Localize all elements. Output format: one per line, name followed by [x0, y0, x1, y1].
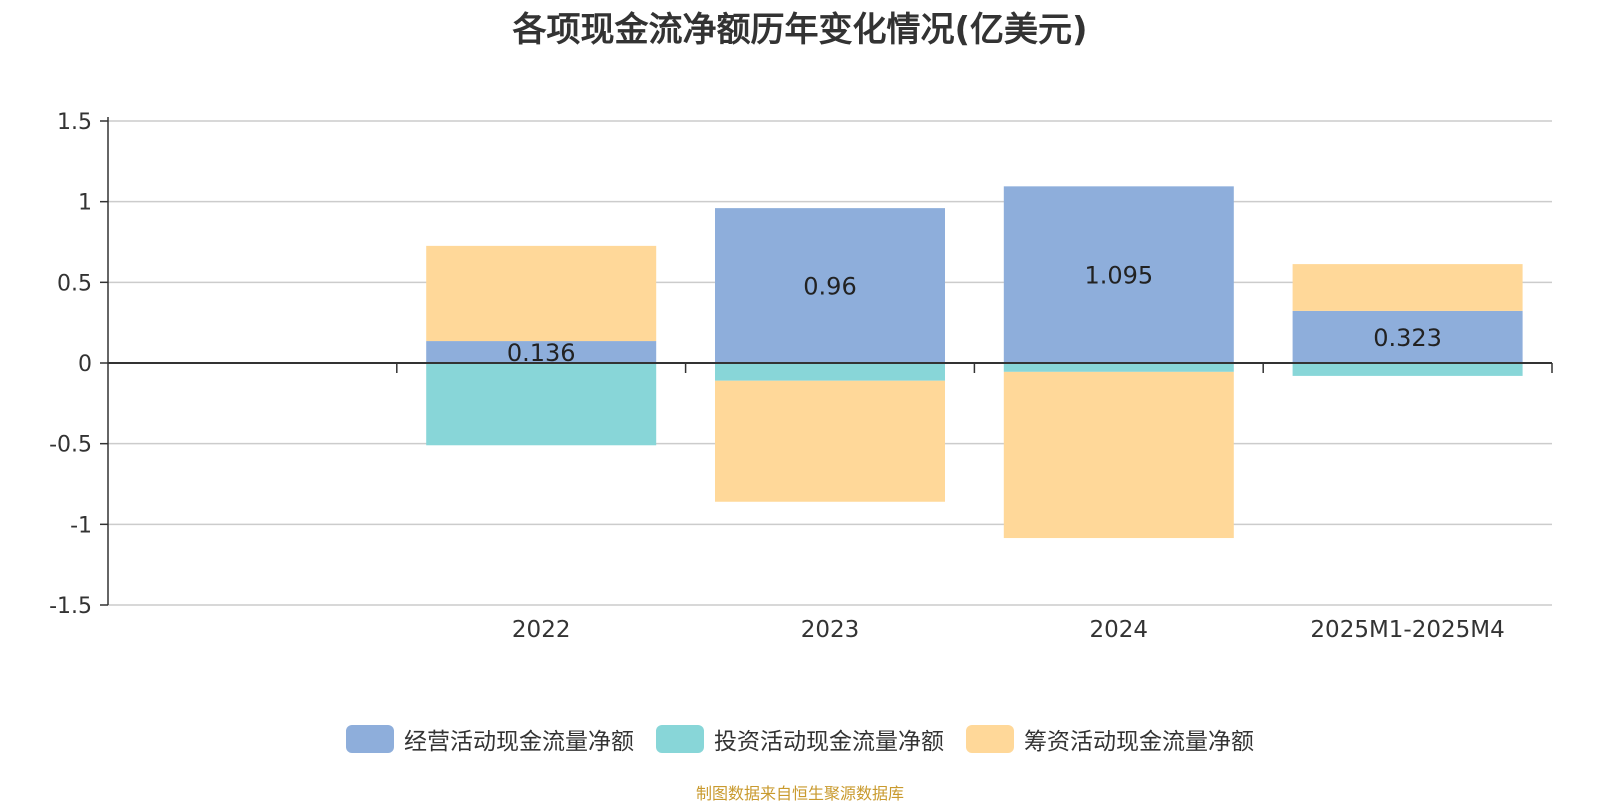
- y-tick-label: 0.5: [57, 271, 92, 296]
- y-tick-label: -1.5: [49, 594, 92, 619]
- y-tick-label: 1: [78, 191, 92, 216]
- x-tick-label: 2023: [801, 617, 860, 643]
- legend-label-financing: 筹资活动现金流量净额: [1024, 729, 1254, 755]
- bar-经营活动现金流量净额-2022: [426, 341, 657, 363]
- bar-经营活动现金流量净额-2023: [715, 208, 945, 363]
- bar-经营活动现金流量净额-2025M1-2025M4: [1292, 310, 1523, 363]
- data-label: 0.96: [803, 273, 856, 301]
- y-tick-label: -1: [70, 513, 92, 538]
- bar-投资活动现金流量净额-2024: [1003, 363, 1234, 372]
- bar-投资活动现金流量净额-2022: [426, 363, 657, 446]
- data-label: 0.323: [1373, 324, 1442, 352]
- bar-layer: [426, 186, 1523, 539]
- data-label: 0.136: [507, 339, 576, 367]
- legend-item-financing[interactable]: 筹资活动现金流量净额: [966, 722, 1254, 756]
- legend-swatch-operating: [346, 725, 394, 753]
- y-tick-label: -0.5: [49, 433, 92, 458]
- legend: 经营活动现金流量净额 投资活动现金流量净额 筹资活动现金流量净额: [0, 722, 1600, 756]
- bar-筹资活动现金流量净额-2025M1-2025M4: [1292, 264, 1523, 311]
- legend-swatch-investing: [656, 725, 704, 753]
- chart-title: 各项现金流净额历年变化情况(亿美元): [512, 10, 1088, 50]
- y-tick-label: 0: [78, 352, 92, 377]
- source-note: 制图数据来自恒生聚源数据库: [695, 784, 904, 803]
- legend-item-investing[interactable]: 投资活动现金流量净额: [656, 722, 944, 756]
- y-tick-label: 1.5: [57, 110, 92, 135]
- legend-label-operating: 经营活动现金流量净额: [404, 729, 634, 755]
- data-labels: 0.136 0.96 1.095 0.323: [507, 262, 1442, 367]
- x-tick-label: 2024: [1090, 617, 1149, 643]
- x-tick-label: 2025M1-2025M4: [1310, 617, 1504, 643]
- legend-swatch-financing: [966, 725, 1014, 753]
- legend-item-operating[interactable]: 经营活动现金流量净额: [346, 722, 634, 756]
- axes: 1.5 1 0.5 0 -0.5 -1 -1.5 2022 2023 2024 2025M1-202…: [49, 110, 1553, 643]
- bar-筹资活动现金流量净额-2023: [715, 380, 945, 502]
- bar-筹资活动现金流量净额-2022: [426, 245, 657, 342]
- x-tick-label: 2022: [512, 617, 571, 643]
- data-label: 1.095: [1084, 262, 1153, 290]
- bar-筹资活动现金流量净额-2024: [1003, 371, 1234, 539]
- legend-label-investing: 投资活动现金流量净额: [714, 729, 944, 755]
- bar-投资活动现金流量净额-2023: [715, 363, 945, 381]
- bar-投资活动现金流量净额-2025M1-2025M4: [1292, 363, 1523, 376]
- bar-经营活动现金流量净额-2024: [1003, 186, 1234, 363]
